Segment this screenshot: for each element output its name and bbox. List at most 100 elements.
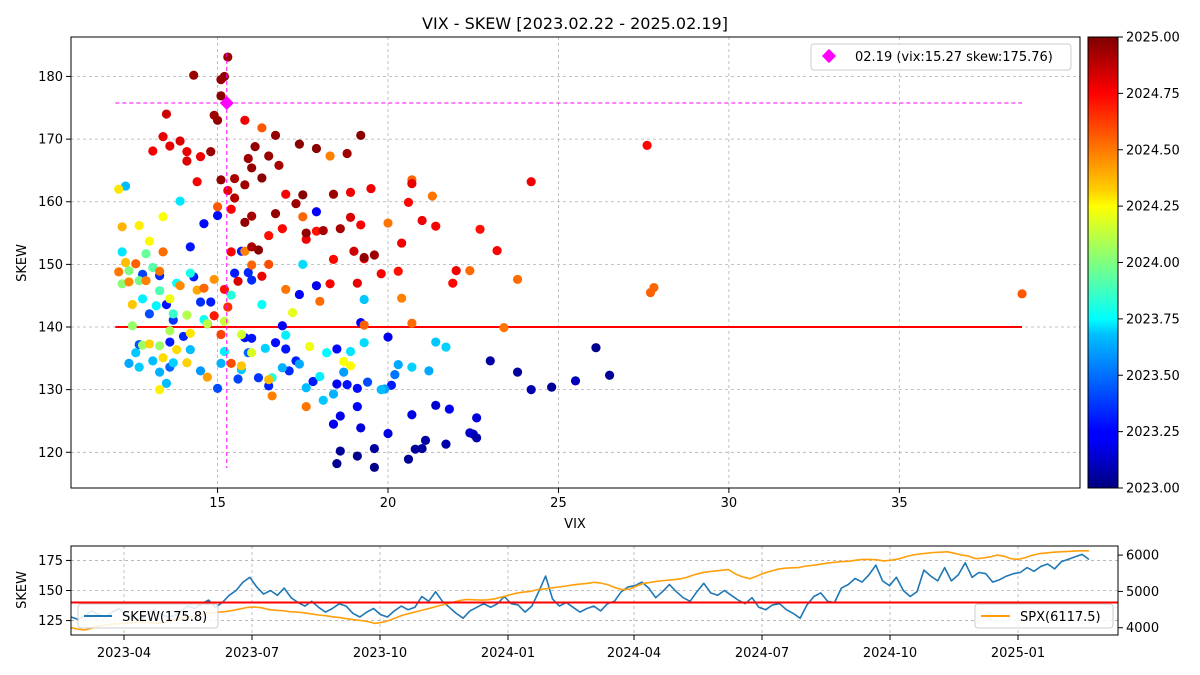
data-point [294,139,304,149]
data-point [281,330,291,340]
data-point [172,344,182,355]
spx-line [70,549,1090,631]
skew-legend: SKEW(175.8) [77,603,219,629]
data-point [264,230,274,241]
data-point [301,383,311,393]
x-tick-label: 30 [721,496,738,511]
date-tick-label: 2023-10 [353,646,407,661]
data-point [328,189,339,199]
data-point [182,358,192,368]
data-point [137,294,148,304]
data-point [359,320,369,330]
current-point-diamond [219,96,234,111]
data-point [199,219,209,229]
data-point [223,52,233,62]
data-point [345,212,356,222]
scatter-y-ticks: 120 130 140 150 160 170 180 [38,70,71,461]
data-point [247,242,257,252]
colorbar-tick-label: 2024.25 [1126,200,1180,215]
data-point [386,380,397,390]
data-point [155,286,165,296]
data-point [257,299,267,310]
data-point [298,190,308,200]
y-tick-label: 170 [38,133,63,148]
data-point [134,220,144,231]
data-point [182,147,192,157]
data-point [117,247,127,257]
scatter-legend: 02.19 (vix:15.27 skew:175.76) [810,43,1072,71]
data-point [472,433,482,443]
data-point [185,328,195,338]
data-point [383,428,393,439]
data-point [407,362,417,372]
data-point [492,245,502,256]
data-point [403,197,414,207]
data-point [342,380,352,390]
data-point [298,212,308,222]
data-point [328,254,339,264]
timeseries-lines [70,549,1118,631]
data-point [369,462,379,472]
data-point [185,344,195,355]
date-tick-label: 2023-07 [225,646,279,661]
data-point [301,401,311,412]
data-point [311,143,322,154]
data-point [322,348,332,358]
data-point [243,267,253,278]
y-tick-label: 150 [38,258,63,273]
data-point [144,309,155,319]
data-point [202,319,212,329]
skew-line [70,553,1090,621]
data-point [189,70,199,80]
scatter-x-ticks: 15 20 25 30 35 [209,488,908,511]
x-tick-label: 35 [891,496,908,511]
y-tick-label: 180 [38,70,63,85]
timeseries-y2-ticks: 4000 5000 6000 [1118,549,1159,636]
data-point [209,110,219,120]
data-point [441,342,451,352]
data-point [397,238,407,248]
data-point [547,382,557,392]
data-point [209,311,219,321]
data-point [226,358,236,368]
data-point [155,266,165,276]
data-point [257,123,267,133]
data-point [223,185,233,196]
date-tick-label: 2023-04 [97,646,151,661]
data-point [219,346,229,357]
data-point [233,374,243,384]
colorbar-tick-label: 2023.75 [1126,312,1180,327]
y-axis-label: SKEW [15,244,30,282]
data-point [195,152,206,162]
data-point [359,252,369,263]
data-point [339,367,349,377]
data-point [240,180,250,190]
data-point [206,147,216,157]
data-point [202,372,212,382]
data-point [131,259,141,269]
data-point [315,371,325,382]
data-point [257,173,267,183]
data-point [393,266,403,276]
data-point [216,329,226,340]
data-point [185,268,195,278]
data-point [127,321,137,331]
data-point [328,419,339,429]
data-point [270,130,281,140]
data-point [281,344,291,354]
data-point [230,193,240,203]
data-point [301,228,311,238]
data-point [240,115,250,125]
data-point [352,401,362,412]
data-point [124,358,134,368]
data-point [158,353,168,363]
data-point [356,423,366,433]
data-point [315,296,325,306]
data-point [247,275,257,285]
spx-legend-label: SPX(6117.5) [1020,610,1101,625]
data-point [604,370,615,380]
data-point [311,226,322,236]
skew-legend-box [77,603,219,629]
data-point [240,246,250,256]
